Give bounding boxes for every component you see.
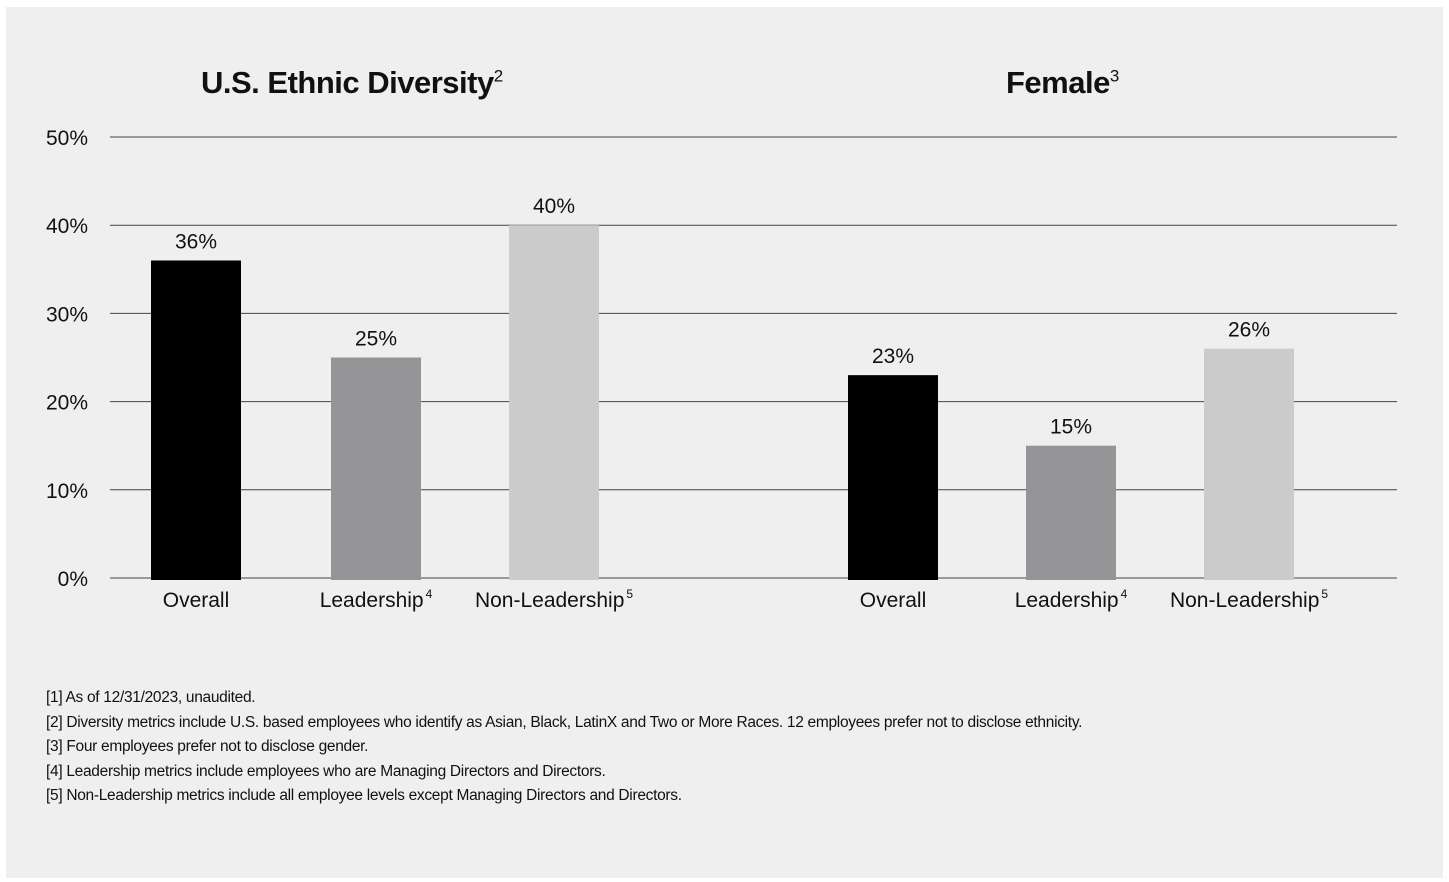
footnote-5: [5] Non-Leadership metrics include all e… [46, 787, 682, 804]
x-tick-label-text: Overall [163, 589, 230, 612]
x-tick-label-text: Leadership [320, 589, 424, 612]
footnote-4: [4] Leadership metrics include employees… [46, 762, 606, 780]
chart-title-footnote-ref: 2 [493, 66, 503, 86]
chart-title-text: U.S. Ethnic Diversity [201, 65, 494, 100]
x-tick-label-footnote-ref: 4 [1121, 587, 1128, 601]
chart-title-footnote-ref: 3 [1109, 66, 1119, 86]
bar [1204, 348, 1294, 580]
y-tick-label: 40% [46, 215, 88, 238]
data-label: 40% [533, 195, 575, 218]
data-label: 15% [1050, 416, 1092, 439]
x-tick-label-text: Non-Leadership [475, 589, 624, 612]
y-tick-label: 20% [46, 392, 88, 415]
x-tick-label: Non-Leadership 5 [475, 587, 633, 612]
x-tick-label: Overall [163, 589, 230, 612]
x-tick-label-text: Overall [860, 589, 927, 612]
bar [151, 260, 241, 580]
x-tick-label: Overall [860, 589, 927, 612]
bar [331, 357, 421, 580]
x-tick-label: Non-Leadership 5 [1170, 587, 1328, 612]
y-tick-label: 50% [46, 127, 88, 150]
data-label: 23% [872, 345, 914, 368]
data-label: 36% [175, 230, 217, 253]
data-label: 25% [355, 328, 397, 351]
x-tick-label-footnote-ref: 4 [426, 587, 433, 601]
data-label: 26% [1228, 319, 1270, 342]
x-tick-label-footnote-ref: 5 [626, 587, 633, 601]
bar [509, 225, 599, 580]
bar-chart: 0% 10% 20% 30% 40% 50% 36% Overall 25% Leadership… [46, 127, 1397, 612]
y-tick-label: 10% [46, 480, 88, 503]
chart-title-female: Female3 [1006, 65, 1119, 101]
chart-title-text: Female [1006, 65, 1110, 100]
footnote-2: [2] Diversity metrics include U.S. based… [46, 713, 1083, 731]
x-tick-label-footnote-ref: 5 [1321, 587, 1328, 601]
bar [848, 375, 938, 580]
chart-panel: 0% 10% 20% 30% 40% 50% 36% Overall 25% Leadership… [6, 7, 1443, 878]
y-tick-label: 30% [46, 303, 88, 326]
bar [1026, 445, 1116, 580]
x-tick-label-text: Non-Leadership [1170, 589, 1319, 612]
chart-title-ethnic-diversity: U.S. Ethnic Diversity2 [201, 65, 503, 101]
footnote-3: [3] Four employees prefer not to disclos… [46, 738, 369, 755]
x-tick-label: Leadership 4 [1015, 587, 1128, 612]
footnotes: [1] As of 12/31/2023, unaudited. [2] Div… [46, 686, 1426, 809]
x-tick-label-text: Leadership [1015, 589, 1119, 612]
x-tick-label: Leadership 4 [320, 587, 433, 612]
footnote-1: [1] As of 12/31/2023, unaudited. [46, 689, 256, 706]
y-tick-label: 0% [58, 568, 88, 591]
